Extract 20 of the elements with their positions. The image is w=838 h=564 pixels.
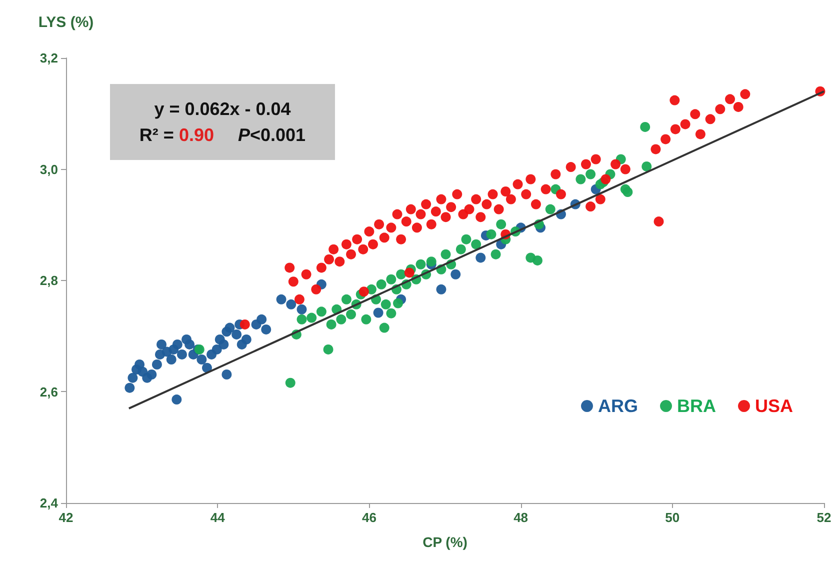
equation-box: y = 0.062x - 0.04 R² = 0.90 P<0.001 xyxy=(110,84,335,160)
x-tick-label: 46 xyxy=(362,510,376,525)
y-tick-label: 2,4 xyxy=(40,496,59,510)
legend-label: ARG xyxy=(598,396,638,416)
y-tick-label: 3,2 xyxy=(40,50,58,66)
x-tick-label: 48 xyxy=(514,510,528,525)
y-axis-title: LYS (%) xyxy=(38,14,94,31)
annotation: P<0.001 xyxy=(238,125,306,145)
x-tick-label: 42 xyxy=(58,510,74,525)
legend-label: BRA xyxy=(677,396,716,416)
annotation: y = 0.062x - 0.04 xyxy=(153,98,292,121)
x-tick-label: 50 xyxy=(665,510,680,525)
y-tick-label: 3,0 xyxy=(40,162,58,177)
x-tick-label: 44 xyxy=(210,510,226,525)
x-axis-title: CP (%) xyxy=(422,534,468,550)
annotation: R² = 0.90 xyxy=(139,125,214,145)
legend-label: USA xyxy=(754,396,794,416)
y-tick-label: 2,8 xyxy=(40,273,58,288)
x-tick-label: 52 xyxy=(816,510,832,525)
y-tick-label: 2,6 xyxy=(40,384,58,400)
